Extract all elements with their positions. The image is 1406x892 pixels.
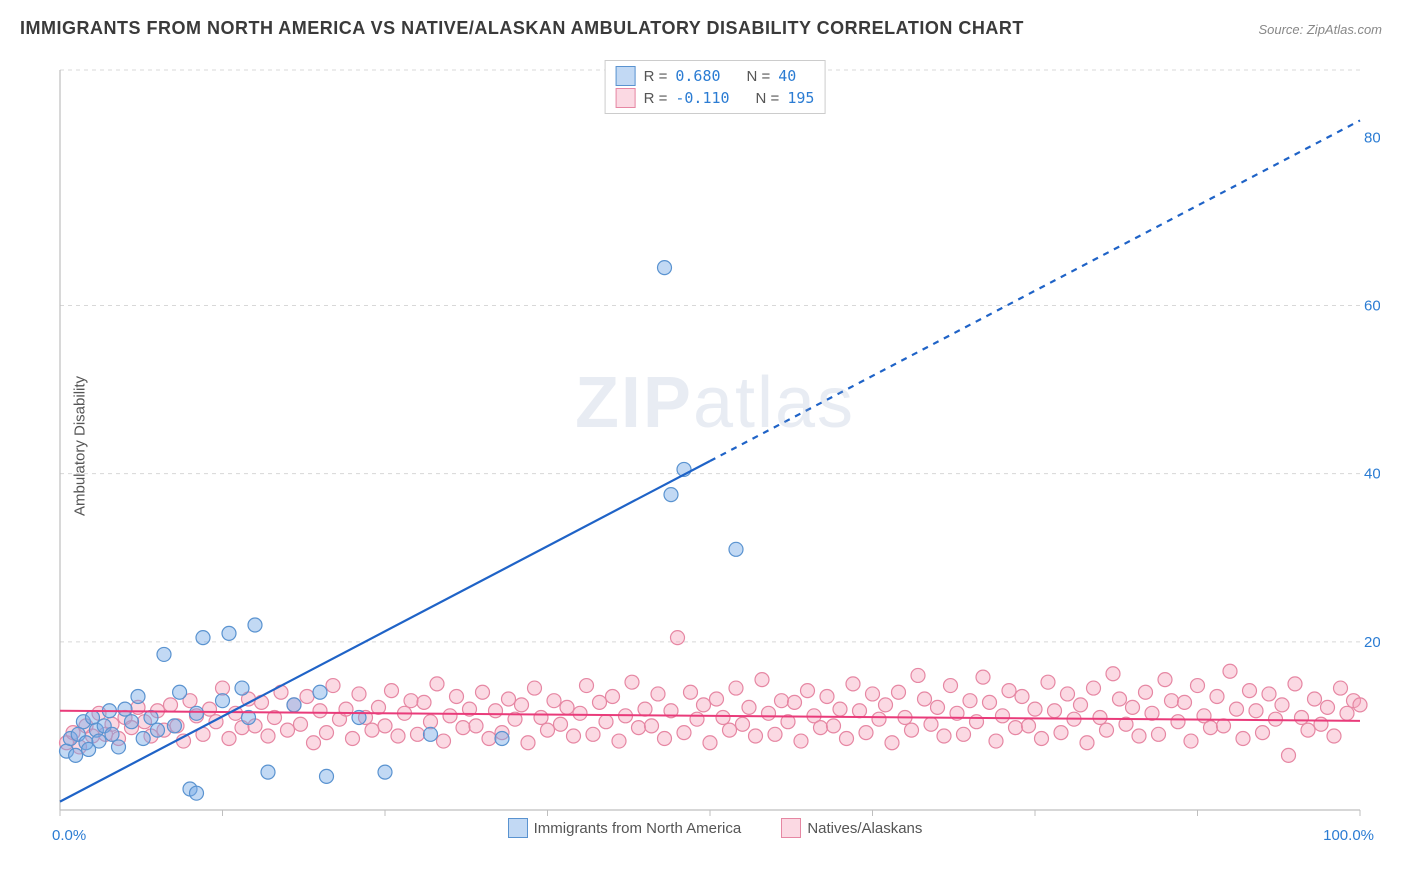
- swatch-pink-icon: [616, 88, 636, 108]
- value-n-pink: 195: [787, 89, 814, 107]
- svg-text:20.0%: 20.0%: [1364, 634, 1380, 651]
- label-n: N =: [747, 68, 771, 85]
- swatch-blue-icon: [616, 66, 636, 86]
- legend-label-blue: Immigrants from North America: [534, 820, 742, 837]
- chart-title: IMMIGRANTS FROM NORTH AMERICA VS NATIVE/…: [20, 18, 1024, 39]
- chart-area: 20.0%40.0%60.0%80.0% ZIPatlas R = 0.680 …: [50, 60, 1380, 840]
- legend-stats-row-pink: R = -0.110 N = 195: [616, 87, 815, 109]
- svg-text:40.0%: 40.0%: [1364, 466, 1380, 483]
- legend-series: Immigrants from North America Natives/Al…: [50, 818, 1380, 842]
- source-attribution: Source: ZipAtlas.com: [1258, 22, 1382, 37]
- swatch-pink-icon: [781, 818, 801, 838]
- swatch-blue-icon: [508, 818, 528, 838]
- chart-svg: 20.0% 40.0% 60.0% 80.0%: [50, 60, 1380, 840]
- x-axis-max: 100.0%: [1323, 827, 1374, 844]
- value-r-pink: -0.110: [675, 89, 729, 107]
- label-r: R =: [644, 90, 668, 107]
- svg-text:80.0%: 80.0%: [1364, 129, 1380, 146]
- label-r: R =: [644, 68, 668, 85]
- legend-item-pink: Natives/Alaskans: [781, 818, 922, 838]
- value-n-blue: 40: [778, 67, 796, 85]
- label-n: N =: [756, 90, 780, 107]
- legend-stats: R = 0.680 N = 40 R = -0.110 N = 195: [605, 60, 826, 114]
- svg-text:60.0%: 60.0%: [1364, 297, 1380, 314]
- value-r-blue: 0.680: [675, 67, 720, 85]
- x-axis-min: 0.0%: [52, 827, 86, 844]
- legend-stats-row-blue: R = 0.680 N = 40: [616, 65, 815, 87]
- legend-item-blue: Immigrants from North America: [508, 818, 742, 838]
- legend-label-pink: Natives/Alaskans: [807, 820, 922, 837]
